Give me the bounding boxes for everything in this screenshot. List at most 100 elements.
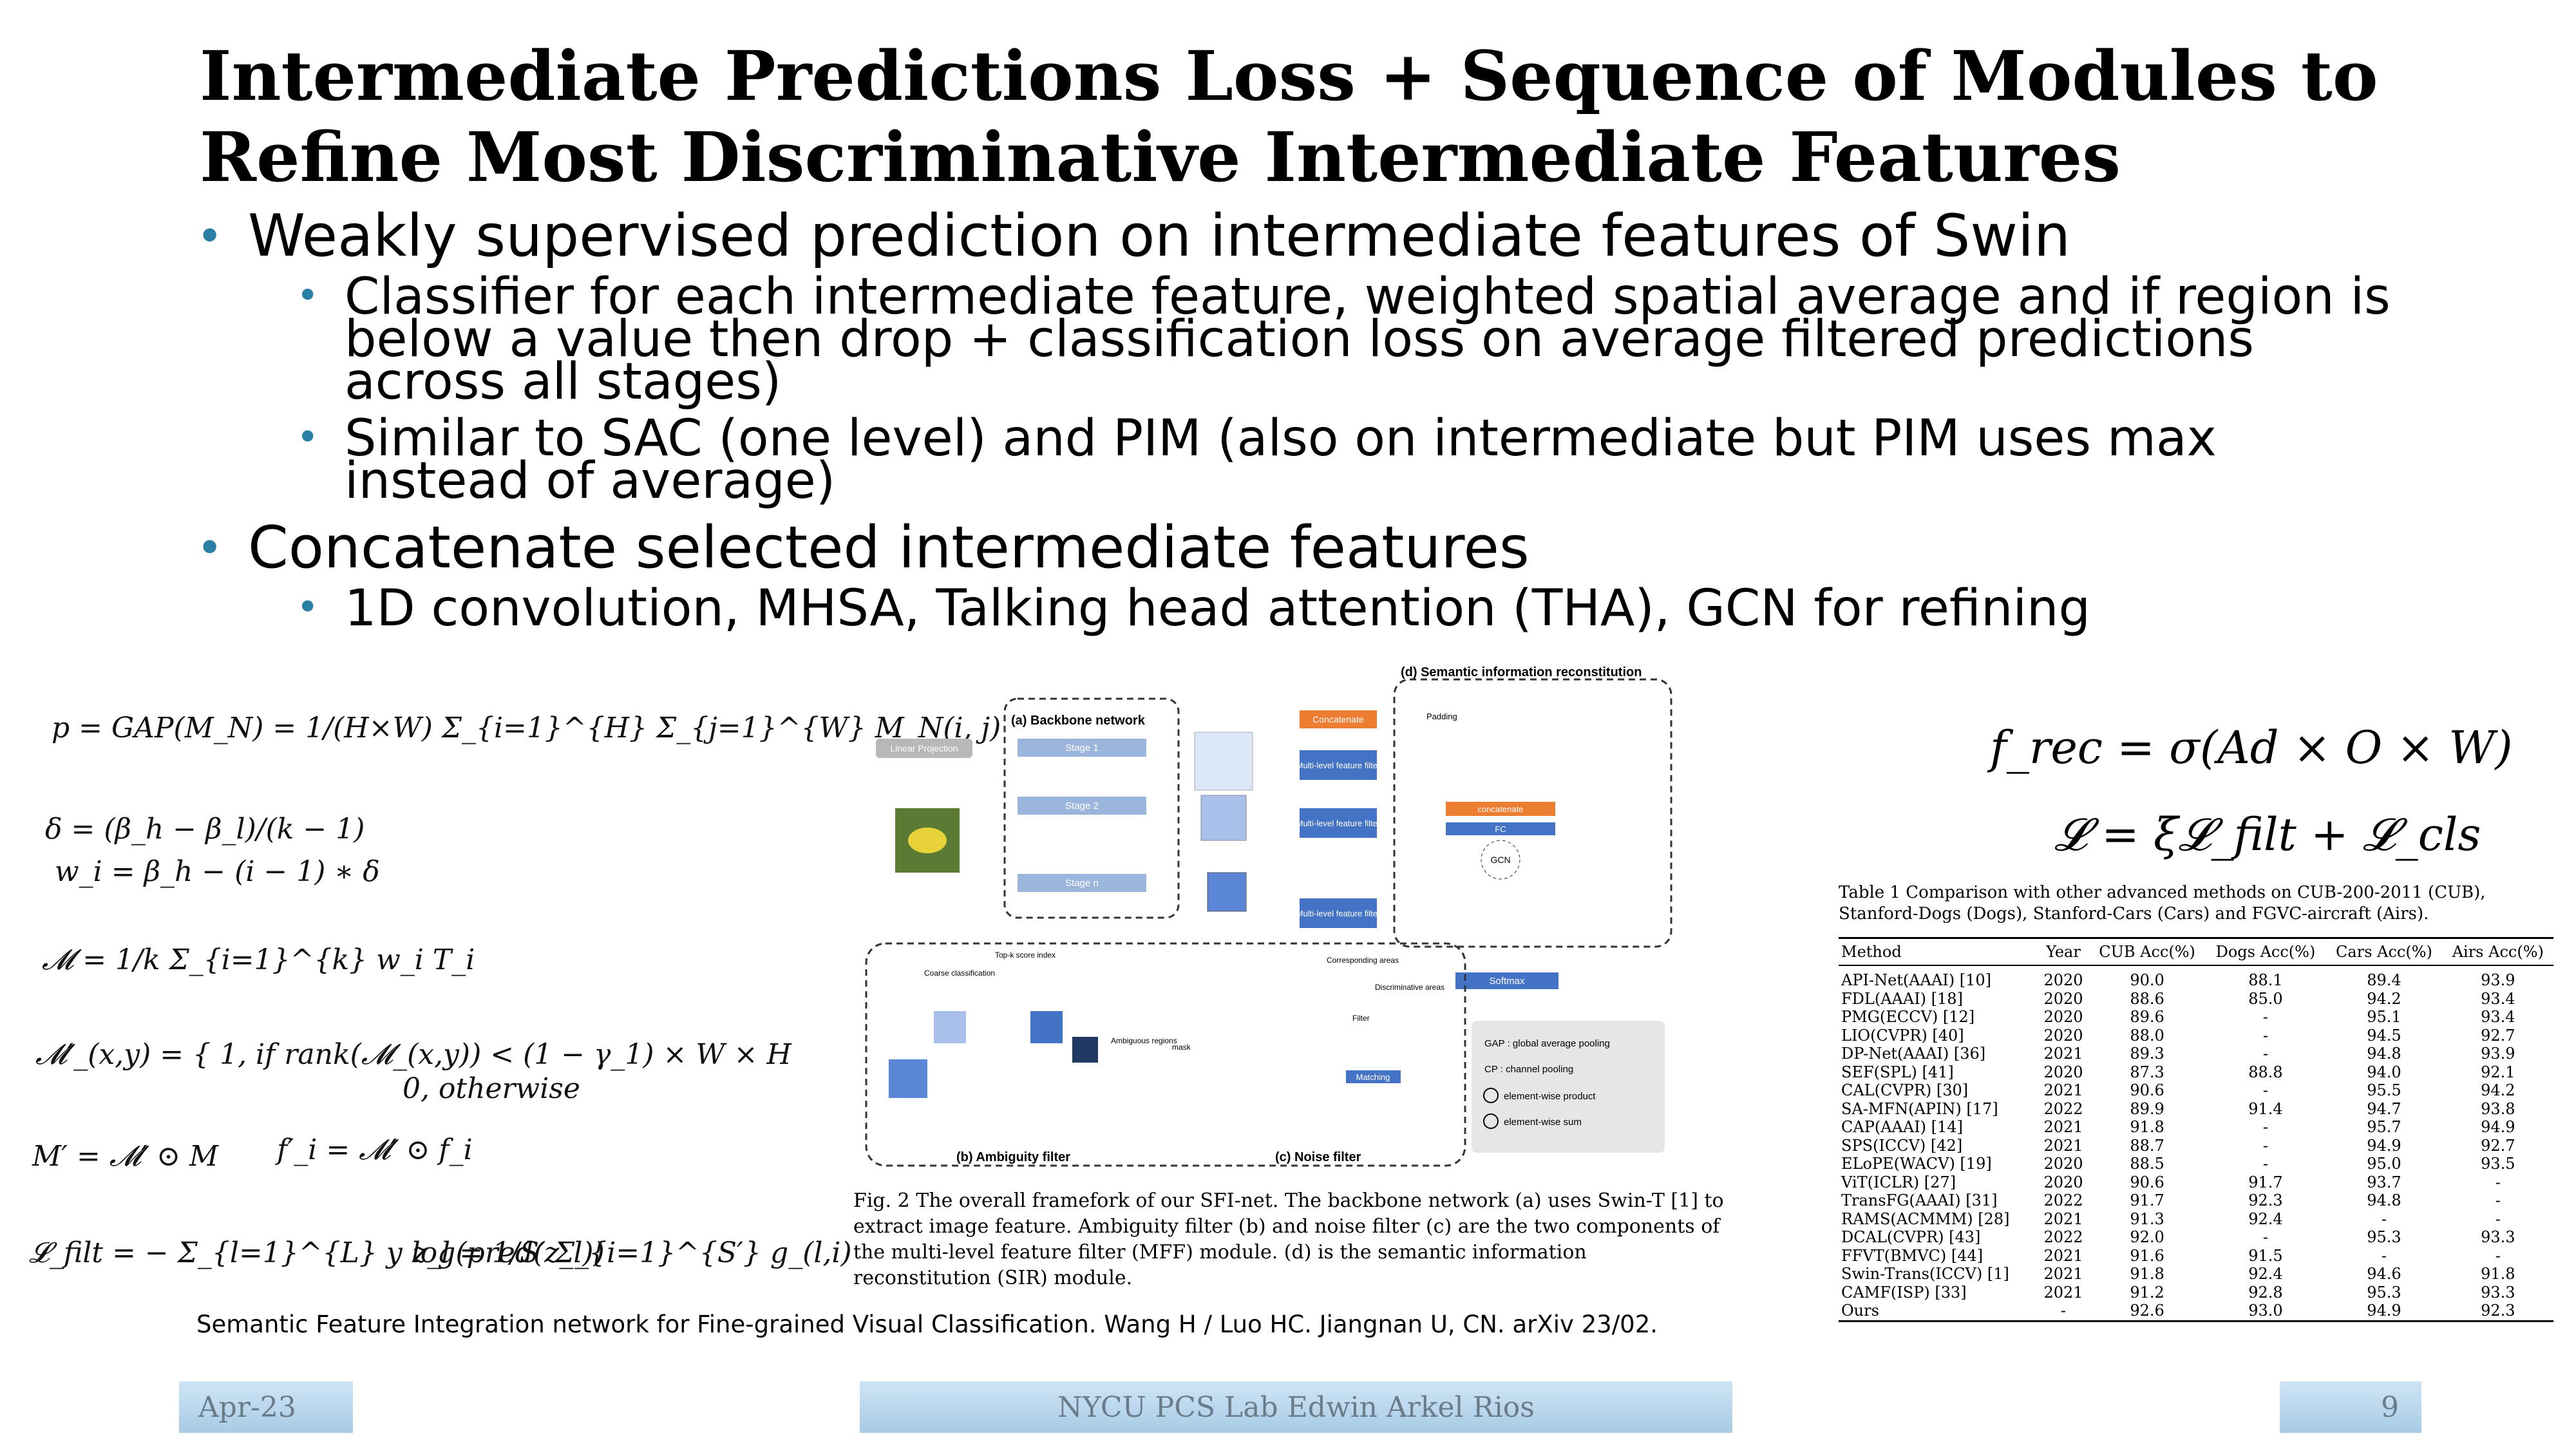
- sir-region: [1393, 678, 1672, 948]
- table-cell: 92.3: [2442, 1302, 2553, 1322]
- table-caption: Table 1 Comparison with other advanced m…: [1839, 883, 2486, 923]
- table-cell: RAMS(ACMMM) [28]: [1841, 1209, 2010, 1228]
- header-airs: Airs Acc(%): [2442, 937, 2553, 966]
- table-cell: 2022: [2043, 1099, 2083, 1118]
- matching-label: Matching: [1356, 1072, 1390, 1082]
- feature-cube: [1072, 1037, 1098, 1063]
- table-row: FFVT(BMVC) [44] 2021 91.6 91.5 - -: [1839, 1247, 2553, 1265]
- table-cell: ELoPE(WACV) [19]: [1841, 1155, 1992, 1173]
- table-cell: -: [2262, 1136, 2269, 1155]
- table-cell: 91.8: [2130, 1118, 2164, 1136]
- mff-label: Multi-level feature filter: [1296, 909, 1381, 918]
- legend-gap: GAP : global average pooling: [1484, 1038, 1610, 1049]
- table-cell: 88.7: [2130, 1136, 2164, 1155]
- table-row: CAMF(ISP) [33] 2021 91.2 92.8 95.3 93.3: [1839, 1283, 2553, 1302]
- table-row: SA-MFN(APIN) [17] 2022 89.9 91.4 94.7 93.8: [1839, 1100, 2553, 1119]
- table-row: LIO(CVPR) [40] 2020 88.0 - 94.5 92.7: [1839, 1027, 2553, 1045]
- table-cell: Ours: [1839, 1302, 2038, 1322]
- ambiguity-label: (b) Ambiguity filter: [956, 1150, 1070, 1164]
- figure-caption: Fig. 2 The overall framefork of our SFI-…: [853, 1189, 1724, 1289]
- table-cell: 2020: [2043, 971, 2083, 989]
- table-cell: 2021: [2043, 1283, 2083, 1302]
- table-row: DCAL(CVPR) [43] 2022 92.0 - 95.3 93.3: [1839, 1228, 2553, 1247]
- table-cell: 92.6: [2088, 1302, 2206, 1322]
- filter-label: Filter: [1352, 1014, 1370, 1023]
- footer-page-number: 9: [2280, 1381, 2421, 1433]
- mff-block: [1300, 808, 1377, 838]
- table-cell: 91.3: [2130, 1209, 2164, 1228]
- gcn-label: GCN: [1490, 855, 1510, 865]
- table-cell: 95.0: [2367, 1155, 2401, 1173]
- bullet-item: Concatenate selected intermediate featur…: [193, 516, 2415, 580]
- table-row: SEF(SPL) [41] 2020 87.3 88.8 94.0 92.1: [1839, 1063, 2553, 1082]
- table-cell: 2020: [2043, 1026, 2083, 1045]
- feature-cube: [1030, 1011, 1063, 1043]
- table-cell: 88.6: [2130, 989, 2164, 1008]
- table-cell: 90.6: [2130, 1173, 2164, 1191]
- backbone-region: [1003, 697, 1180, 919]
- table-cell: 93.0: [2205, 1302, 2326, 1322]
- table-cell: 94.2: [2481, 1081, 2515, 1099]
- table-cell: 2021: [2043, 1209, 2083, 1228]
- equation-mprime: M′ = 𝓜′ ⊙ M: [32, 1140, 219, 1173]
- table-cell: 89.6: [2130, 1008, 2164, 1026]
- table-cell: FDL(AAAI) [18]: [1841, 989, 1963, 1008]
- table-cell: -: [2262, 1118, 2269, 1136]
- table-cell: 2020: [2043, 1155, 2083, 1173]
- table-cell: 2021: [2043, 1118, 2083, 1136]
- noise-label: (c) Noise filter: [1275, 1150, 1361, 1164]
- table-cell: 2020: [2043, 1008, 2083, 1026]
- table-cell: 92.3: [2248, 1191, 2283, 1209]
- table-cell: -: [2262, 1045, 2269, 1063]
- table-cell: 93.5: [2481, 1155, 2515, 1173]
- table-cell: 88.0: [2130, 1026, 2164, 1045]
- table-cell: 90.0: [2130, 971, 2164, 989]
- concatenate-label: Concatenate: [1312, 714, 1364, 724]
- table-row: API-Net(AAAI) [10] 2020 90.0 88.1 89.4 93.9: [1839, 965, 2553, 990]
- table-cell: SPS(ICCV) [42]: [1841, 1136, 1963, 1155]
- product-icon: [1483, 1088, 1499, 1103]
- table-cell: 92.7: [2481, 1026, 2515, 1045]
- table-cell: 93.8: [2481, 1099, 2515, 1118]
- table-cell: 94.9: [2481, 1118, 2515, 1136]
- softmax-label: Softmax: [1489, 976, 1525, 987]
- table-cell: 91.7: [2130, 1191, 2164, 1209]
- table-row: RAMS(ACMMM) [28] 2021 91.3 92.4 - -: [1839, 1210, 2553, 1229]
- padding-label: Padding: [1426, 712, 1457, 721]
- slide-title: Intermediate Predictions Loss + Sequence…: [200, 35, 2378, 197]
- table-cell: 88.5: [2130, 1155, 2164, 1173]
- table-cell: 94.7: [2367, 1099, 2401, 1118]
- table-cell: -: [2262, 1026, 2269, 1045]
- backbone-label: (a) Backbone network: [1011, 714, 1146, 728]
- table-cell: 92.8: [2248, 1283, 2283, 1302]
- filter-region: [865, 942, 1466, 1167]
- table-cell: 2020: [2043, 1173, 2083, 1191]
- table-cell: 94.9: [2367, 1136, 2401, 1155]
- bird-body: [908, 828, 947, 853]
- header-cub: CUB Acc(%): [2088, 937, 2206, 966]
- table-row: ELoPE(WACV) [19] 2020 88.5 - 95.0 93.5: [1839, 1155, 2553, 1173]
- table-row: CAL(CVPR) [30] 2021 90.6 - 95.5 94.2: [1839, 1081, 2553, 1100]
- concatenate-small-label: concatenate: [1478, 804, 1524, 814]
- sub-bullet-item: Similar to SAC (one level) and PIM (also…: [193, 413, 2415, 506]
- table-cell: -: [2038, 1302, 2089, 1322]
- stagen-label: Stage n: [1065, 878, 1099, 889]
- table-cell: 91.2: [2130, 1283, 2164, 1302]
- table-cell: 90.6: [2130, 1081, 2164, 1099]
- equation-fprime: f′_i = 𝓜′ ⊙ f_i: [277, 1133, 473, 1166]
- table-cell: -: [2262, 1228, 2269, 1246]
- table-row: SPS(ICCV) [42] 2021 88.7 - 94.9 92.7: [1839, 1137, 2553, 1155]
- table-cell: 91.7: [2248, 1173, 2283, 1191]
- equation-frec: f_rec = σ(Ad × O × W): [1990, 721, 2513, 774]
- table-cell: LIO(CVPR) [40]: [1841, 1026, 1964, 1045]
- table-cell: 95.3: [2367, 1283, 2401, 1302]
- stage2-block: [1018, 797, 1146, 815]
- table-cell: SEF(SPL) [41]: [1841, 1063, 1954, 1081]
- footer-date: Apr-23: [179, 1381, 353, 1433]
- table-cell: Swin-Trans(ICCV) [1]: [1841, 1265, 2009, 1283]
- table-cell: 2020: [2043, 1063, 2083, 1081]
- table-cell: 91.6: [2130, 1246, 2164, 1265]
- table-cell: -: [2381, 1246, 2387, 1265]
- table-cell: 89.3: [2130, 1045, 2164, 1063]
- discriminative-label: Discriminative areas: [1375, 983, 1444, 992]
